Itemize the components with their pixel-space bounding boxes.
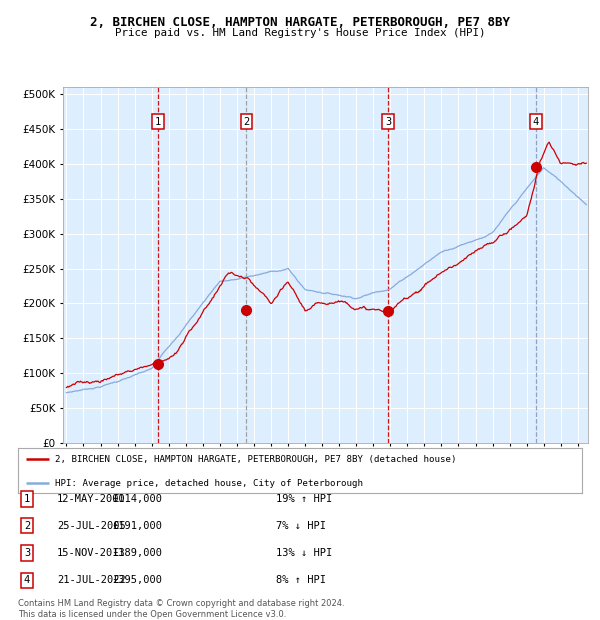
Text: 2: 2	[24, 521, 30, 531]
Text: 1: 1	[24, 494, 30, 504]
Text: Price paid vs. HM Land Registry's House Price Index (HPI): Price paid vs. HM Land Registry's House …	[115, 28, 485, 38]
Text: £395,000: £395,000	[112, 575, 162, 585]
Text: Contains HM Land Registry data © Crown copyright and database right 2024.
This d: Contains HM Land Registry data © Crown c…	[18, 600, 344, 619]
Text: 4: 4	[533, 117, 539, 126]
Text: 2: 2	[243, 117, 250, 126]
Text: 21-JUL-2022: 21-JUL-2022	[57, 575, 126, 585]
Text: £114,000: £114,000	[112, 494, 162, 504]
Text: 2, BIRCHEN CLOSE, HAMPTON HARGATE, PETERBOROUGH, PE7 8BY (detached house): 2, BIRCHEN CLOSE, HAMPTON HARGATE, PETER…	[55, 455, 456, 464]
Text: 15-NOV-2013: 15-NOV-2013	[57, 548, 126, 558]
Text: 3: 3	[24, 548, 30, 558]
Text: 13% ↓ HPI: 13% ↓ HPI	[276, 548, 332, 558]
Text: 1: 1	[155, 117, 161, 126]
Text: £191,000: £191,000	[112, 521, 162, 531]
Text: 12-MAY-2000: 12-MAY-2000	[57, 494, 126, 504]
Text: 19% ↑ HPI: 19% ↑ HPI	[276, 494, 332, 504]
Text: 2, BIRCHEN CLOSE, HAMPTON HARGATE, PETERBOROUGH, PE7 8BY: 2, BIRCHEN CLOSE, HAMPTON HARGATE, PETER…	[90, 16, 510, 29]
Text: £189,000: £189,000	[112, 548, 162, 558]
Text: 8% ↑ HPI: 8% ↑ HPI	[276, 575, 326, 585]
Text: 4: 4	[24, 575, 30, 585]
Text: 3: 3	[385, 117, 391, 126]
Text: 25-JUL-2005: 25-JUL-2005	[57, 521, 126, 531]
Text: HPI: Average price, detached house, City of Peterborough: HPI: Average price, detached house, City…	[55, 479, 362, 487]
Text: 7% ↓ HPI: 7% ↓ HPI	[276, 521, 326, 531]
